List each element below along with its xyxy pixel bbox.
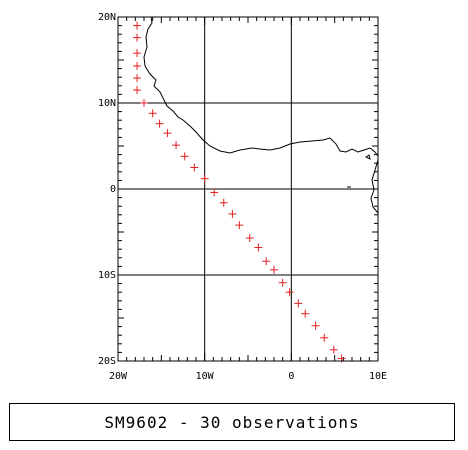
observation-marker	[219, 198, 228, 207]
bioko-island	[365, 154, 371, 160]
observation-marker	[285, 288, 294, 297]
observation-markers	[133, 21, 346, 363]
observation-marker	[133, 62, 142, 71]
grid-lines	[118, 17, 378, 361]
observation-marker	[172, 141, 181, 150]
observation-marker	[210, 188, 219, 197]
y-tick-label: 20N	[98, 12, 116, 23]
observation-marker	[180, 152, 189, 161]
observation-marker	[320, 333, 329, 342]
observation-marker	[133, 86, 142, 95]
caption-text: SM9602 - 30 observations	[104, 412, 360, 432]
observation-marker	[133, 33, 142, 42]
y-tick-label: 10N	[98, 98, 116, 109]
observation-marker	[200, 174, 209, 183]
observation-marker	[311, 321, 320, 330]
observation-marker	[190, 163, 199, 172]
observation-marker	[294, 299, 303, 308]
observation-marker	[140, 99, 148, 107]
west-africa-coastline	[143, 16, 379, 214]
observation-marker	[245, 234, 254, 243]
axis-ticks: 20N 10N 0 10S 20S 20W 10W 0 10E	[98, 12, 387, 382]
observation-marker	[329, 345, 338, 354]
plot-frame	[117, 16, 379, 362]
observation-marker	[262, 257, 271, 266]
observation-marker	[301, 309, 310, 318]
observation-marker	[148, 109, 157, 118]
observation-marker	[155, 119, 164, 128]
observation-marker	[133, 21, 142, 30]
observation-marker	[270, 265, 278, 274]
observation-marker	[278, 278, 287, 287]
observation-marker	[133, 49, 142, 58]
observation-marker	[163, 129, 172, 138]
x-tick-label: 10E	[369, 371, 387, 382]
y-tick-label: 0	[110, 184, 116, 195]
observation-marker	[235, 221, 244, 230]
x-tick-label: 20W	[109, 371, 128, 382]
x-tick-label: 0	[288, 371, 294, 382]
observation-marker	[254, 243, 263, 252]
y-tick-label: 10S	[98, 270, 116, 281]
observation-marker	[228, 209, 237, 218]
y-tick-label: 20S	[98, 356, 116, 367]
observation-marker	[133, 74, 142, 83]
x-tick-label: 10W	[196, 371, 215, 382]
caption-box: SM9602 - 30 observations	[9, 403, 455, 441]
observation-map: 20N 10N 0 10S 20S 20W 10W 0 10E	[98, 12, 387, 382]
